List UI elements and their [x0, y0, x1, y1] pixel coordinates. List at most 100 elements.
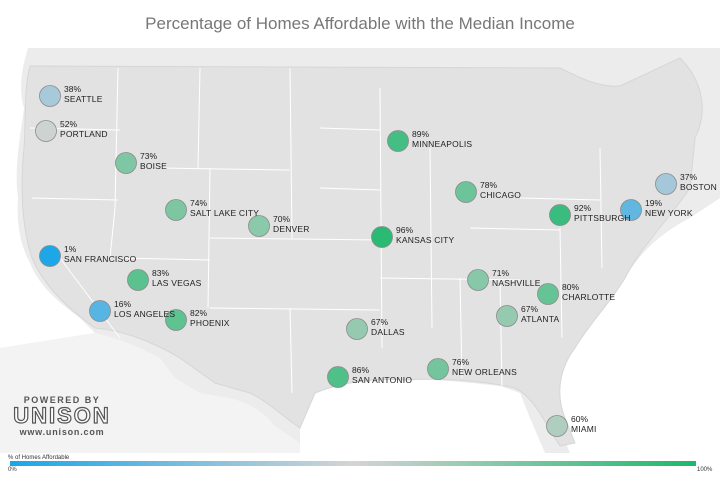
- city-marker-boise[interactable]: [115, 152, 137, 174]
- city-pct: 92%: [574, 203, 592, 213]
- city-name: NEW YORK: [645, 208, 693, 218]
- city-pct: 70%: [273, 214, 291, 224]
- city-marker-new-york[interactable]: [620, 199, 642, 221]
- state-borders: [29, 67, 603, 394]
- city-name: MIAMI: [571, 424, 597, 434]
- city-pct: 1%: [64, 244, 77, 254]
- city-marker-new-orleans[interactable]: [427, 358, 449, 380]
- city-name: CHARLOTTE: [562, 292, 616, 302]
- city-name: SAN FRANCISCO: [64, 254, 137, 264]
- city-label-nashville: 71% NASHVILLE: [492, 268, 541, 288]
- city-marker-salt-lake-city[interactable]: [165, 199, 187, 221]
- legend-color-bar: [10, 461, 696, 466]
- city-pct: 82%: [190, 308, 208, 318]
- us-map: [0, 48, 720, 453]
- city-marker-dallas[interactable]: [346, 318, 368, 340]
- city-pct: 37%: [680, 172, 698, 182]
- city-pct: 89%: [412, 129, 430, 139]
- city-marker-los-angeles[interactable]: [89, 300, 111, 322]
- city-name: CHICAGO: [480, 190, 522, 200]
- city-pct: 16%: [114, 299, 132, 309]
- city-name: SALT LAKE CITY: [190, 208, 260, 218]
- city-label-kansas-city: 96% KANSAS CITY: [396, 225, 454, 245]
- city-marker-kansas-city[interactable]: [371, 226, 393, 248]
- city-label-dallas: 67% DALLAS: [371, 317, 405, 337]
- city-marker-phoenix[interactable]: [165, 309, 187, 331]
- city-label-charlotte: 80% CHARLOTTE: [562, 282, 615, 302]
- city-marker-charlotte[interactable]: [537, 283, 559, 305]
- city-name: SEATTLE: [64, 94, 103, 104]
- city-marker-las-vegas[interactable]: [127, 269, 149, 291]
- gulf-of-mexico: [300, 379, 545, 453]
- city-marker-nashville[interactable]: [467, 269, 489, 291]
- city-marker-seattle[interactable]: [39, 85, 61, 107]
- city-marker-portland[interactable]: [35, 120, 57, 142]
- city-name: BOISE: [140, 161, 167, 171]
- city-pct: 86%: [352, 365, 370, 375]
- city-pct: 74%: [190, 198, 208, 208]
- city-pct: 38%: [64, 84, 82, 94]
- city-label-las-vegas: 83% LAS VEGAS: [152, 268, 202, 288]
- city-name: NEW ORLEANS: [452, 367, 518, 377]
- city-label-san-antonio: 86% SAN ANTONIO: [352, 365, 412, 385]
- city-label-portland: 52% PORTLAND: [60, 119, 108, 139]
- legend-min-label: 0%: [8, 467, 17, 473]
- city-label-pittsburgh: 92% PITTSBURGH: [574, 203, 631, 223]
- city-label-chicago: 78% CHICAGO: [480, 180, 521, 200]
- unison-logo: UNISON: [13, 403, 111, 428]
- city-name: BOSTON: [680, 182, 717, 192]
- city-pct: 73%: [140, 151, 158, 161]
- city-markers: [35, 85, 677, 437]
- city-marker-boston[interactable]: [655, 173, 677, 195]
- city-label-minneapolis: 89% MINNEAPOLIS: [412, 129, 472, 149]
- city-pct: 96%: [396, 225, 414, 235]
- city-name: PORTLAND: [60, 129, 108, 139]
- city-marker-minneapolis[interactable]: [387, 130, 409, 152]
- city-pct: 60%: [571, 414, 589, 424]
- city-marker-san-francisco[interactable]: [39, 245, 61, 267]
- city-pct: 76%: [452, 357, 470, 367]
- city-name: PHOENIX: [190, 318, 230, 328]
- city-marker-denver[interactable]: [248, 215, 270, 237]
- city-pct: 52%: [60, 119, 78, 129]
- city-name: NASHVILLE: [492, 278, 541, 288]
- city-label-seattle: 38% SEATTLE: [64, 84, 103, 104]
- city-label-new-york: 19% NEW YORK: [645, 198, 693, 218]
- brand-block: POWERED BY UNISON www.unison.com: [12, 395, 112, 437]
- city-label-boston: 37% BOSTON: [680, 172, 717, 192]
- city-name: LOS ANGELES: [114, 309, 176, 319]
- city-name: PITTSBURGH: [574, 213, 631, 223]
- city-marker-san-antonio[interactable]: [327, 366, 349, 388]
- city-pct: 80%: [562, 282, 580, 292]
- legend-max-label: 100%: [697, 467, 713, 473]
- city-label-los-angeles: 16% LOS ANGELES: [114, 299, 175, 319]
- city-pct: 83%: [152, 268, 170, 278]
- brand-url: www.unison.com: [19, 427, 105, 437]
- city-label-phoenix: 82% PHOENIX: [190, 308, 230, 328]
- pacific-ocean: [0, 48, 95, 348]
- mexico-land: [0, 333, 300, 453]
- city-label-san-francisco: 1% SAN FRANCISCO: [64, 244, 137, 264]
- map-area[interactable]: 38% SEATTLE 52% PORTLAND 73% BOISE 74% SALT LAK…: [0, 48, 720, 453]
- city-pct: 19%: [645, 198, 663, 208]
- city-name: LAS VEGAS: [152, 278, 202, 288]
- city-pct: 71%: [492, 268, 510, 278]
- city-name: KANSAS CITY: [396, 235, 455, 245]
- city-label-salt-lake-city: 74% SALT LAKE CITY: [190, 198, 259, 218]
- city-label-boise: 73% BOISE: [140, 151, 167, 171]
- city-pct: 67%: [521, 304, 539, 314]
- city-marker-pittsburgh[interactable]: [549, 204, 571, 226]
- city-name: MINNEAPOLIS: [412, 139, 473, 149]
- city-pct: 78%: [480, 180, 498, 190]
- city-name: SAN ANTONIO: [352, 375, 413, 385]
- city-marker-miami[interactable]: [546, 415, 568, 437]
- city-marker-chicago[interactable]: [455, 181, 477, 203]
- city-marker-atlanta[interactable]: [496, 305, 518, 327]
- city-pct: 67%: [371, 317, 389, 327]
- city-label-atlanta: 67% ATLANTA: [521, 304, 559, 324]
- city-name: DENVER: [273, 224, 310, 234]
- city-name: DALLAS: [371, 327, 405, 337]
- city-label-miami: 60% MIAMI: [571, 414, 597, 434]
- map-title: Percentage of Homes Affordable with the …: [145, 14, 575, 33]
- city-name: ATLANTA: [521, 314, 560, 324]
